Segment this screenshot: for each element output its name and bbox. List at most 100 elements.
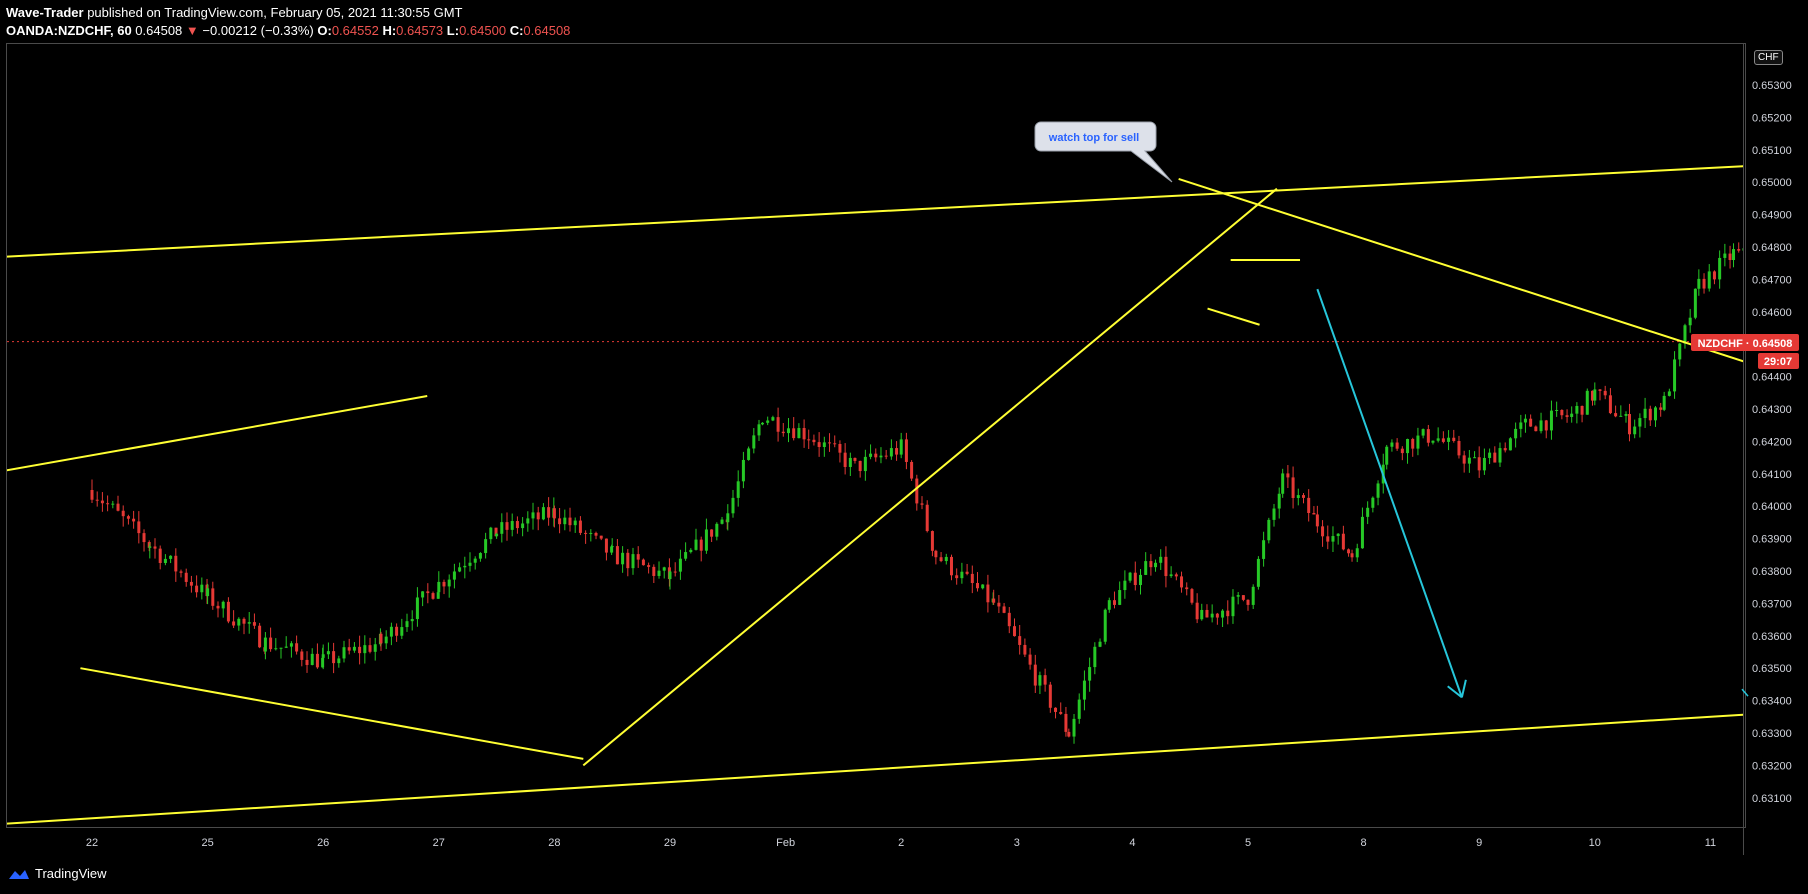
- candle-body: [500, 522, 504, 534]
- candle-body: [226, 601, 230, 622]
- candle-body: [1493, 452, 1497, 463]
- projection-arrow-shaft[interactable]: [1316, 288, 1463, 698]
- candle-body: [838, 444, 842, 453]
- candle-body: [552, 508, 556, 519]
- candle-body: [1624, 414, 1628, 416]
- candle-body: [1778, 254, 1781, 272]
- price-tick-label: 0.63600: [1752, 631, 1792, 643]
- candle-body: [568, 517, 572, 526]
- candle-body: [1452, 437, 1456, 441]
- currency-badge[interactable]: CHF: [1754, 50, 1783, 65]
- candle-body: [379, 633, 383, 644]
- candle-body: [1585, 390, 1589, 415]
- candle-body: [1753, 259, 1756, 263]
- candle-body: [874, 453, 878, 458]
- candle-body: [1059, 711, 1063, 714]
- candle-body: [1326, 536, 1330, 542]
- candle-body: [1598, 389, 1602, 391]
- candle-body: [879, 455, 883, 458]
- candle-body: [1123, 580, 1127, 591]
- candle-body: [1395, 442, 1399, 449]
- candle-body: [797, 428, 801, 439]
- price-tick-label: 0.64100: [1752, 469, 1792, 481]
- trendline-descending-resistance[interactable]: [1178, 178, 1808, 584]
- time-axis[interactable]: 22 25 26 27 28 29 Feb 2 3 4 5 8 9 10 11: [86, 837, 1716, 849]
- last-price: 0.64508: [135, 23, 183, 38]
- candle-body: [1390, 442, 1394, 447]
- candle-body: [1043, 675, 1047, 685]
- author-name[interactable]: Wave-Trader: [6, 5, 84, 20]
- candle-body: [211, 588, 215, 606]
- trendline-early-support[interactable]: [80, 667, 584, 760]
- candle-body: [142, 533, 146, 543]
- trendline-early-resistance[interactable]: [5, 395, 428, 472]
- candle-body: [1315, 514, 1319, 527]
- candle-body: [1794, 257, 1797, 264]
- candle-body: [252, 622, 256, 626]
- candle-body: [1098, 641, 1102, 647]
- candle-body: [315, 653, 319, 668]
- candle-body: [1426, 429, 1430, 443]
- candle-body: [668, 571, 672, 580]
- trendline-lower-channel[interactable]: [5, 671, 1808, 825]
- candle-body: [473, 558, 477, 563]
- candle-body: [786, 428, 790, 434]
- candle-body: [1385, 446, 1389, 465]
- trendline-upper-channel[interactable]: [5, 130, 1808, 258]
- high-value: 0.64573: [396, 23, 444, 38]
- candle-body: [1028, 654, 1032, 665]
- candle-body: [1555, 409, 1559, 411]
- candle-body: [949, 556, 953, 576]
- price-tick-label: 0.63500: [1752, 663, 1792, 675]
- trendline-flag-bottom[interactable]: [1207, 307, 1260, 326]
- candle-body: [641, 559, 645, 566]
- candle-body: [1267, 519, 1271, 541]
- candle-body: [573, 520, 577, 526]
- candle-body: [760, 422, 764, 425]
- trendline-rising-support[interactable]: [582, 187, 1278, 767]
- candle-body: [1246, 599, 1250, 605]
- candle-body: [1673, 359, 1677, 392]
- candle-body: [1560, 409, 1564, 416]
- candle-body: [920, 503, 924, 505]
- tradingview-logo[interactable]: TradingView: [6, 866, 107, 881]
- symbol-label[interactable]: OANDA:NZDCHF, 60: [6, 23, 132, 38]
- price-tick-label: 0.63200: [1752, 760, 1792, 772]
- candle-body: [684, 552, 688, 559]
- candle-body: [1231, 596, 1235, 617]
- price-tick-label: 0.63300: [1752, 728, 1792, 740]
- candle-body: [899, 439, 903, 455]
- candle-body: [363, 645, 367, 654]
- candle-body: [1648, 408, 1652, 421]
- candle-body: [179, 571, 183, 573]
- candle-body: [395, 626, 399, 636]
- candle-body: [986, 584, 990, 603]
- candle-body: [526, 518, 530, 524]
- price-axis[interactable]: 0.65300 0.65200 0.65100 0.65000 0.64900 0.648…: [1752, 80, 1792, 805]
- candle-body: [817, 442, 821, 448]
- candle-body: [489, 527, 493, 540]
- candle-body: [347, 647, 351, 651]
- candle-body: [505, 522, 509, 530]
- open-value: 0.64552: [331, 23, 379, 38]
- candle-body: [965, 571, 969, 574]
- candle-body: [997, 602, 1001, 607]
- candle-body: [1321, 526, 1325, 537]
- low-value: 0.64500: [459, 23, 507, 38]
- candle-body: [970, 573, 974, 584]
- annotation-callout[interactable]: watch top for sell: [1034, 121, 1173, 183]
- candle-body: [478, 553, 482, 559]
- candle-body: [1570, 413, 1574, 417]
- candle-body: [1697, 278, 1701, 289]
- candle-body: [1508, 438, 1512, 451]
- candle-body: [1534, 426, 1538, 432]
- candle-body: [1742, 248, 1743, 251]
- time-tick-label: 4: [1129, 837, 1135, 849]
- candle-body: [494, 527, 498, 537]
- candle-body: [1467, 457, 1471, 464]
- candle-body: [1580, 405, 1584, 415]
- candle-body: [463, 565, 467, 568]
- candle-body: [1693, 288, 1697, 318]
- candle-body: [295, 643, 299, 652]
